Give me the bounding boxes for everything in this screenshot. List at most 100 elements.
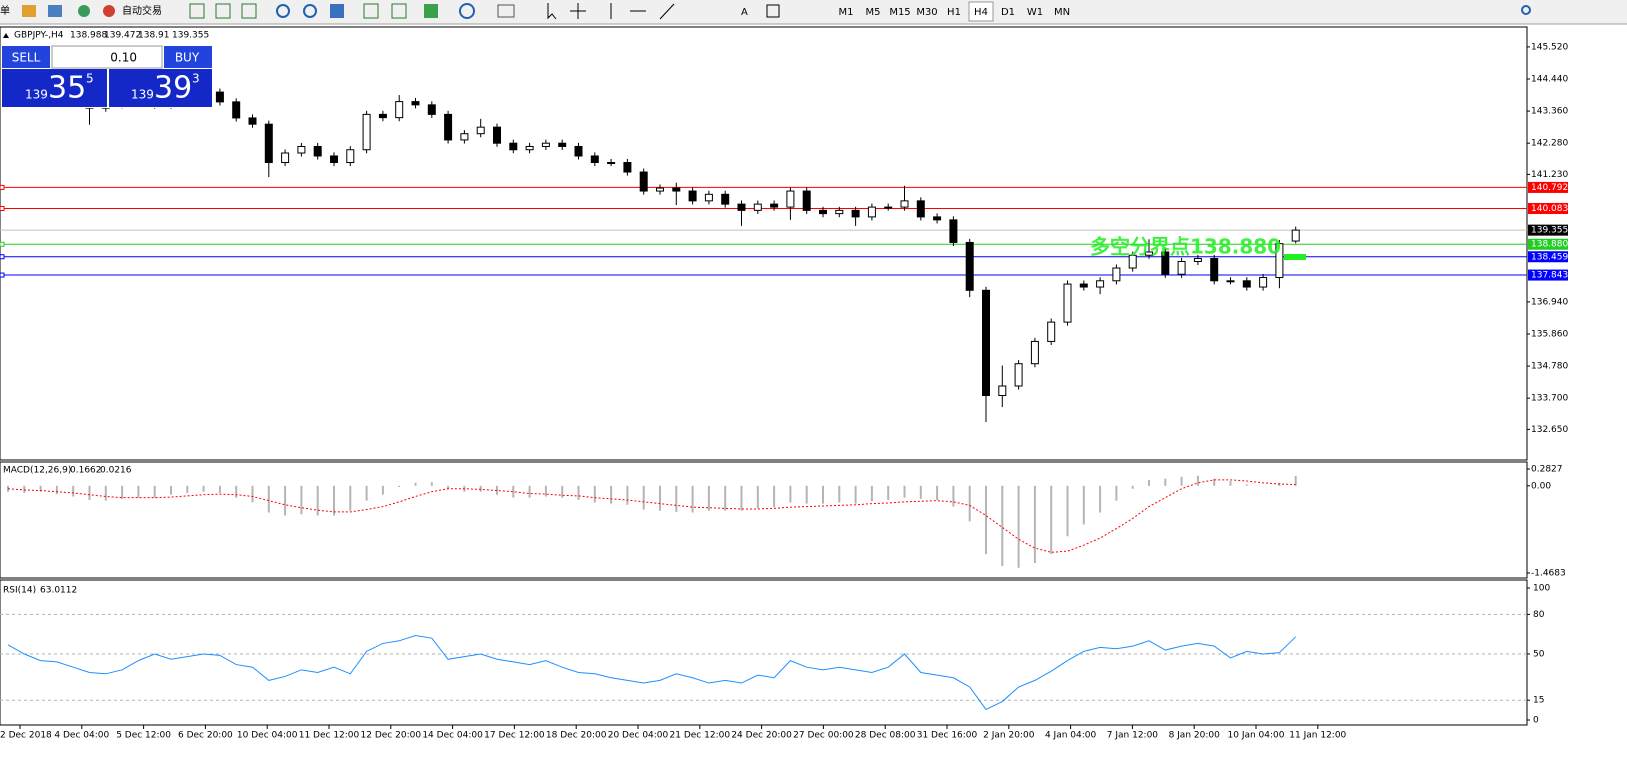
level-handle	[0, 272, 5, 278]
icon[interactable]	[78, 5, 90, 17]
icon[interactable]	[48, 5, 62, 17]
icon[interactable]	[189, 3, 205, 19]
icon[interactable]	[103, 5, 115, 17]
active-timeframe[interactable]	[968, 1, 994, 22]
timeframe[interactable]: D1	[1001, 7, 1015, 18]
icon[interactable]	[363, 3, 379, 19]
candle-body	[232, 101, 241, 119]
candle-body	[656, 187, 664, 192]
marker	[1284, 254, 1306, 260]
icon[interactable]	[241, 3, 257, 19]
level-label-bg	[1528, 251, 1568, 263]
bid-pips: 35	[48, 71, 86, 106]
level-label: 138.880	[1531, 240, 1568, 250]
x-tick-label: 4 Jan 04:00	[1045, 731, 1097, 741]
candle-body	[1030, 340, 1039, 365]
icon[interactable]	[610, 3, 675, 20]
level-label: 138.459	[1531, 252, 1568, 262]
candle-body	[900, 200, 909, 208]
candle-body	[753, 203, 762, 211]
icon[interactable]	[766, 4, 780, 18]
candle-body	[1096, 280, 1105, 288]
level-label-bg	[1528, 269, 1568, 281]
candle-body	[476, 126, 485, 135]
candle-body	[1210, 258, 1219, 282]
bid-box[interactable]	[2, 69, 107, 107]
x-tick-label: 5 Dec 12:00	[116, 731, 171, 741]
candle-body	[704, 193, 713, 202]
x-tick-label: 8 Jan 20:00	[1169, 731, 1221, 741]
y-tick-label: 0.00	[1531, 481, 1551, 491]
timeframe[interactable]: M5	[866, 7, 881, 18]
timeframe[interactable]: W1	[1027, 7, 1043, 18]
ohlc-value: 138.988	[70, 31, 107, 41]
plot: 145.520 144.440 143.360 142.280 141.230 136.9…	[0, 31, 1568, 741]
ask-box[interactable]	[109, 69, 212, 107]
icon[interactable]	[547, 3, 557, 20]
macd-panel	[0, 461, 1528, 579]
y-tick-label: 141.230	[1531, 170, 1568, 180]
icon[interactable]	[424, 4, 438, 18]
x-tick-label: 17 Dec 12:00	[484, 731, 545, 741]
candle-body	[786, 190, 795, 208]
candle-body	[639, 171, 648, 192]
bid-big: 139	[25, 88, 48, 102]
icon[interactable]	[459, 3, 475, 19]
lot-field[interactable]	[51, 45, 163, 69]
candle-body	[1193, 258, 1202, 262]
icon[interactable]	[497, 4, 515, 18]
icon[interactable]	[330, 4, 344, 18]
candle-body	[1291, 229, 1300, 242]
y-tick-label: 0.2827	[1531, 465, 1563, 475]
icon[interactable]	[22, 5, 36, 17]
rsi-title: RSI(14)	[3, 586, 36, 596]
timeframe[interactable]: M1	[839, 7, 854, 18]
current-price-bg	[1528, 224, 1568, 236]
timeframe[interactable]: H1	[947, 7, 961, 18]
timeframe[interactable]: M30	[916, 7, 937, 18]
sell-button[interactable]	[2, 46, 50, 68]
icon[interactable]	[570, 3, 586, 19]
candle-body	[1112, 267, 1121, 282]
candle-body	[1079, 283, 1088, 288]
x-tick-label: 18 Dec 20:00	[546, 731, 607, 741]
candle-body	[802, 190, 811, 211]
candle-body	[444, 113, 453, 141]
icon[interactable]	[215, 3, 231, 19]
timeframe[interactable]: M15	[889, 7, 910, 18]
candle-body	[623, 162, 632, 173]
icon[interactable]	[303, 4, 317, 18]
icon[interactable]	[391, 3, 407, 19]
x-tick-label: 4 Dec 04:00	[54, 731, 109, 741]
icon[interactable]: A	[741, 7, 748, 18]
candle-body	[248, 117, 257, 125]
candle-body	[541, 142, 550, 147]
y-tick-label: 133.700	[1531, 394, 1568, 404]
lot-value[interactable]: 0.10	[110, 51, 137, 65]
menu-label[interactable]: 单	[0, 5, 10, 17]
sell-label[interactable]: SELL	[12, 51, 41, 65]
x-tick-label: 2 Jan 20:00	[983, 731, 1035, 741]
buy-label[interactable]: BUY	[175, 51, 200, 65]
toolbar-items: 单 自动交易 A M1 M5 M15 M30 H1 H4 D1 W1 MN	[0, 1, 1627, 25]
candle-body	[770, 203, 779, 208]
level-label-bg	[1528, 181, 1568, 193]
icon[interactable]	[276, 4, 290, 18]
candle-body	[867, 206, 876, 218]
timeframe[interactable]: MN	[1054, 7, 1070, 18]
auto-trade[interactable]: 自动交易	[122, 4, 162, 17]
level-label: 140.083	[1531, 204, 1568, 214]
buy-button[interactable]	[164, 46, 212, 68]
candle-body	[1275, 243, 1284, 279]
candle-body	[525, 145, 534, 151]
y-tick-label: 144.440	[1531, 75, 1568, 85]
search[interactable]	[1521, 5, 1531, 15]
x-tick-label: 27 Dec 00:00	[793, 731, 854, 741]
level-handle	[0, 241, 5, 247]
y-tick-label: 136.940	[1531, 297, 1568, 307]
ask-pips: 39	[154, 71, 192, 106]
candle-body	[965, 241, 974, 291]
candle-body	[1063, 283, 1072, 323]
timeframe[interactable]: H4	[974, 7, 988, 18]
